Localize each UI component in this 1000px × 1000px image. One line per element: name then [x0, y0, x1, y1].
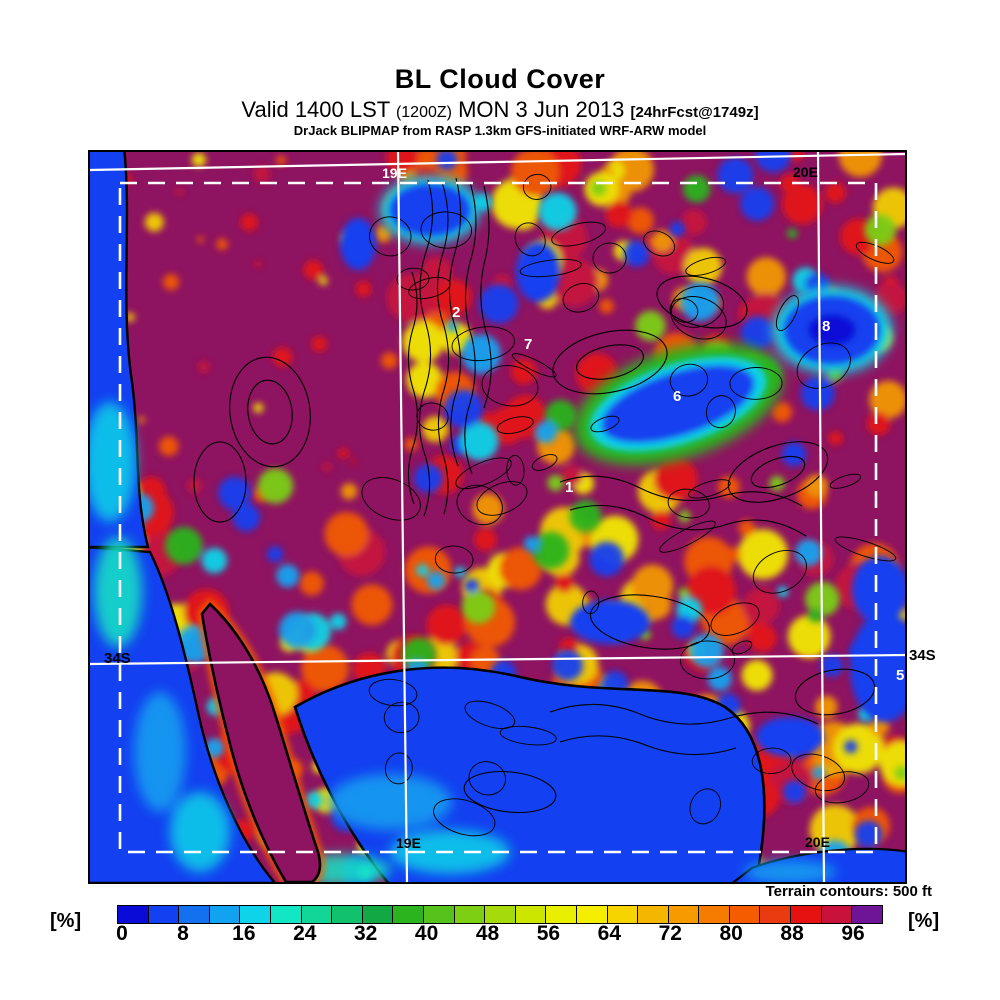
colorbar-tick-label: 80 — [719, 922, 743, 945]
colorbar-segment — [821, 906, 853, 923]
colorbar-tick-label: 64 — [597, 922, 622, 945]
colorbar-tick-label: 0 — [116, 922, 128, 945]
valid-date: MON 3 Jun 2013 — [458, 97, 625, 123]
colorbar-tick-label: 40 — [414, 922, 439, 945]
point-value: 6 — [673, 388, 682, 405]
point-value: 1 — [565, 479, 574, 496]
colorbar-segment — [699, 906, 730, 923]
model-line: DrJack BLIPMAP from RASP 1.3km GFS-initi… — [293, 123, 707, 139]
colorbar-segment — [515, 906, 547, 923]
colorbar-segment — [852, 906, 882, 923]
colorbar-segment — [393, 906, 424, 923]
colorbar-segment — [209, 906, 241, 923]
colorbar-tick-label: 24 — [293, 922, 317, 945]
colorbar-segment — [760, 906, 792, 923]
point-value: 5 — [896, 667, 905, 684]
colorbar-segment — [791, 906, 822, 923]
colorbar-segment — [638, 906, 669, 923]
colorbar-segment — [576, 906, 608, 923]
grid-label-34s-left: 34S — [104, 650, 131, 667]
colorbar-ticks: 0 8 16 24 32 40 48 56 64 72 80 88 96 — [116, 922, 882, 948]
valid-time: Valid 1400 LST — [241, 97, 390, 123]
colorbar-unit-right: [%] — [908, 910, 940, 932]
colorbar-segment — [362, 906, 394, 923]
valid-zulu: (1200Z) — [395, 104, 452, 122]
map-panel — [88, 150, 907, 884]
lat-lon-grid — [90, 152, 905, 882]
colorbar-swatches — [117, 905, 883, 924]
grid-label-19e-top: 19E — [382, 165, 407, 181]
colorbar-segment — [179, 906, 210, 923]
colorbar-tick-label: 32 — [353, 922, 378, 945]
colorbar-tick-label: 8 — [177, 922, 189, 945]
forecast-tag: [24hrFcst@1749z] — [630, 104, 759, 122]
colorbar-tick-label: 48 — [475, 922, 500, 945]
colorbar-segment — [423, 906, 455, 923]
cloud-cover-raster — [90, 152, 905, 882]
colorbar-segment — [270, 906, 302, 923]
point-value: 7 — [524, 336, 533, 353]
colorbar-segment — [240, 906, 271, 923]
point-value: 8 — [822, 318, 831, 335]
colorbar-segment — [668, 906, 700, 923]
page-title: BL Cloud Cover — [394, 64, 606, 94]
header: BL Cloud Cover Valid 1400 LST (1200Z) MO… — [0, 64, 1000, 139]
point-value: 2 — [452, 304, 461, 321]
terrain-contours-note: Terrain contours: 500 ft — [765, 883, 932, 900]
colorbar-segment — [546, 906, 577, 923]
colorbar-tick-label: 16 — [232, 922, 256, 945]
grid-label-19e-bottom: 19E — [396, 835, 421, 851]
colorbar-segment — [301, 906, 333, 923]
colorbar-segment — [118, 906, 149, 923]
colorbar-segment — [729, 906, 761, 923]
colorbar-segment — [332, 906, 363, 923]
colorbar-segment — [454, 906, 486, 923]
colorbar-tick-label: 96 — [841, 922, 865, 945]
grid-label-20e-bottom: 20E — [805, 834, 830, 850]
colorbar-segment — [148, 906, 180, 923]
colorbar-segment — [607, 906, 639, 923]
colorbar-tick-label: 72 — [658, 922, 682, 945]
colorbar-unit-left: [%] — [50, 910, 82, 932]
valid-time-line: Valid 1400 LST (1200Z) MON 3 Jun 2013 [2… — [0, 97, 1000, 122]
domain-boundary — [118, 181, 878, 854]
colorbar-segment — [485, 906, 516, 923]
grid-label-34s-right: 34S — [909, 647, 936, 664]
colorbar-tick-label: 56 — [536, 922, 561, 945]
grid-label-20e-top: 20E — [793, 164, 818, 180]
colorbar-tick-label: 88 — [780, 922, 804, 945]
